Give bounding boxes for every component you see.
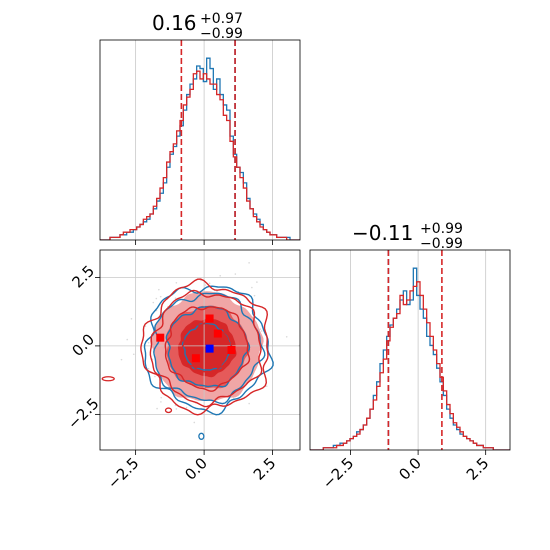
x1-xtick-label-1: 0.0: [395, 454, 425, 484]
scatter-point: [260, 330, 263, 332]
scatter-point: [82, 309, 84, 311]
scatter-point: [219, 274, 222, 277]
x1-xtick-label-2: 2.5: [463, 454, 493, 484]
scatter-point: [160, 401, 162, 403]
scatter-point: [159, 295, 162, 298]
scatter-point: [156, 407, 158, 410]
x1-histogram-series: [310, 267, 510, 450]
x1-quantile-lines: [387, 250, 443, 450]
contour-speck: [101, 376, 115, 382]
contour-ytick-label-1: 0.0: [68, 330, 98, 360]
marker-point-3: [191, 354, 200, 363]
marker-point-5: [205, 344, 214, 353]
x0-histogram-frame: [100, 40, 300, 240]
contour-xtick-label-2: 2.5: [250, 454, 280, 484]
scatter-point: [175, 281, 178, 284]
x0-histogram-ticks: [135, 240, 274, 245]
x1-vs-x0-contour-panel: −2.5 0.0 2.5 −2.5 0.0 2.5: [64, 249, 301, 493]
scatter-point: [174, 297, 177, 300]
scatter-point: [285, 336, 288, 338]
scatter-point: [204, 284, 207, 286]
x0-quantile-lines: [180, 40, 236, 240]
scatter-point: [193, 421, 196, 424]
x0-title-sub: −0.99: [200, 26, 243, 42]
scatter-point: [158, 288, 160, 291]
contour-1-level-2: [149, 289, 263, 408]
x1-histogram-grid: [350, 250, 487, 450]
contour-1-level-3: [140, 278, 269, 416]
contour-1-level-0: [181, 321, 234, 374]
scatter-point: [234, 273, 237, 275]
scatter-point: [251, 286, 253, 289]
x1-title-main: −0.11: [352, 221, 413, 245]
x0-title-sup: +0.97: [200, 11, 243, 27]
x1-histogram-ticks: −2.5 0.0 2.5: [319, 450, 493, 493]
marker-point-2: [213, 329, 222, 338]
contour-speck: [198, 432, 205, 440]
scatter-point: [160, 396, 163, 399]
x1-series-1: [310, 281, 510, 450]
x1-histogram-frame: [310, 250, 510, 450]
scatter-point: [147, 367, 150, 370]
scatter-point: [265, 385, 268, 387]
scatter-point: [126, 338, 129, 341]
contour-1-level-1: [164, 306, 251, 392]
scatter-point: [155, 297, 158, 300]
x1-title-sub: −0.99: [420, 236, 463, 252]
contour-ytick-label-0: −2.5: [64, 394, 102, 432]
contour-0-level-1: [165, 305, 251, 388]
contour-ytick-label-2: 2.5: [68, 262, 98, 292]
scatter-point: [152, 301, 155, 304]
x0-histogram-panel: 0.16 +0.97 −0.99: [99, 11, 301, 245]
x0-title: 0.16: [152, 11, 197, 35]
x1-title: −0.11: [352, 221, 413, 245]
contour-0-level-2: [153, 292, 266, 405]
scatter-point: [132, 353, 135, 356]
scatter-point: [130, 317, 133, 320]
x0-title-main: 0.16: [152, 11, 197, 35]
x1-histogram-panel: −2.5 0.0 2.5 −0.11 +0.99 −0.99: [309, 221, 511, 493]
scatter-point: [175, 408, 178, 410]
marker-point-0: [156, 333, 165, 342]
scatter-point: [154, 375, 156, 378]
x1-title-sup: +0.99: [420, 221, 463, 237]
marker-point-4: [227, 346, 236, 354]
scatter-point: [185, 406, 188, 409]
contour-xtick-label-1: 0.0: [181, 454, 211, 484]
scatter-point: [253, 294, 256, 297]
contour-xtick-label-0: −2.5: [104, 454, 142, 492]
scatter-point: [208, 282, 211, 285]
x1-xtick-label-0: −2.5: [319, 454, 357, 492]
contour-lines: [101, 278, 274, 440]
contour-speck: [164, 407, 173, 414]
scatter-point: [147, 341, 150, 344]
scatter-point: [248, 402, 250, 405]
marker-point-1: [205, 314, 214, 323]
contour-0-level-3: [143, 285, 274, 416]
x0-series-1: [100, 70, 300, 240]
scatter-point: [120, 358, 123, 361]
scatter-point: [256, 281, 258, 283]
scatter-point: [259, 328, 262, 330]
scatter-point: [248, 262, 250, 264]
x0-histogram-series: [100, 57, 300, 240]
marker-points: [156, 314, 236, 363]
